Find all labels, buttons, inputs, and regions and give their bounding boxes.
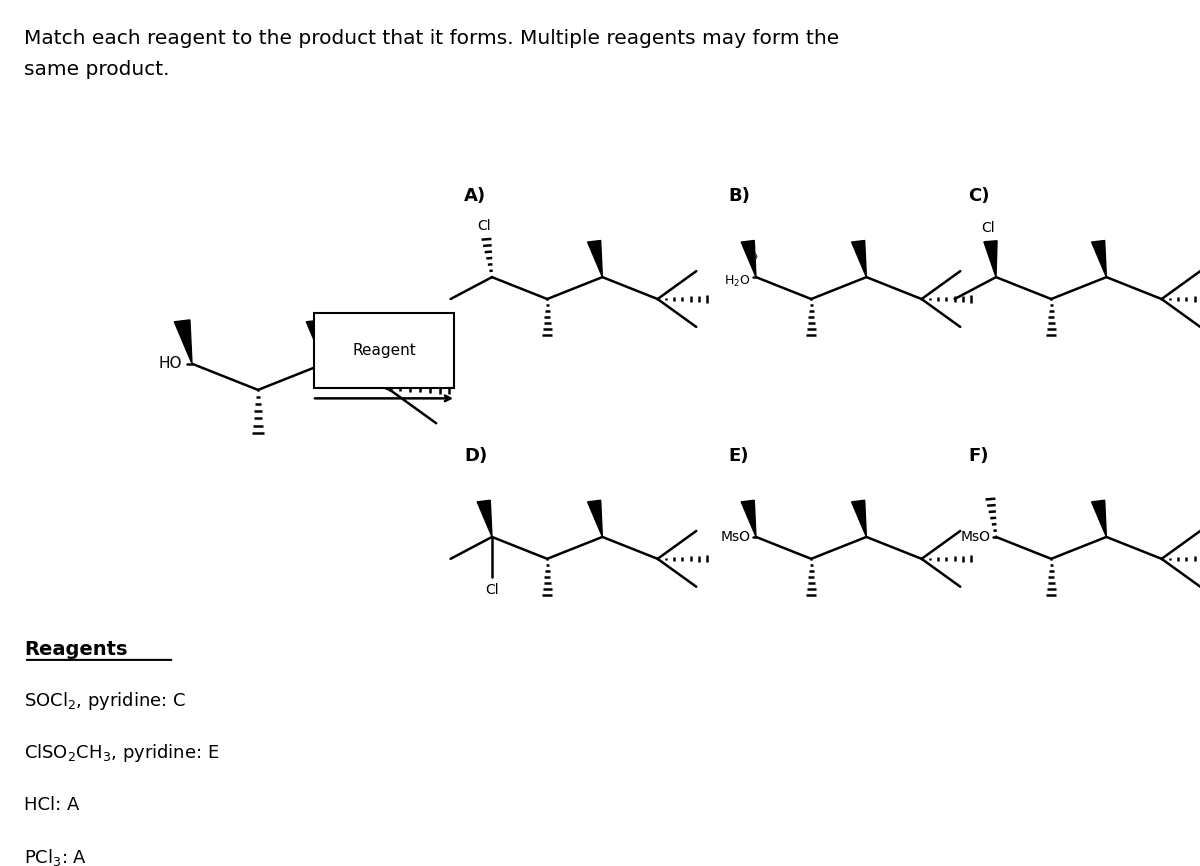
Polygon shape [984,241,997,277]
Text: Cl: Cl [980,222,995,236]
Text: same product.: same product. [24,60,169,79]
Text: SOCl$_2$, pyridine: C: SOCl$_2$, pyridine: C [24,690,186,713]
Text: Cl: Cl [485,583,499,597]
Polygon shape [588,241,602,277]
Text: $\mathregular{H_2O}$: $\mathregular{H_2O}$ [724,274,750,288]
Polygon shape [742,501,756,537]
Polygon shape [1092,241,1106,277]
Text: MsO: MsO [720,530,750,544]
Text: A): A) [464,187,486,205]
Polygon shape [1092,501,1106,537]
Polygon shape [174,320,192,364]
Text: Reagents: Reagents [24,640,127,659]
Text: ⊕: ⊕ [749,252,758,262]
Polygon shape [852,241,866,277]
Text: HCl: A: HCl: A [24,797,79,814]
FancyBboxPatch shape [314,313,454,388]
Text: Match each reagent to the product that it forms. Multiple reagents may form the: Match each reagent to the product that i… [24,29,839,48]
Polygon shape [588,501,602,537]
Text: D): D) [464,447,487,465]
Text: B): B) [728,187,750,205]
Polygon shape [852,501,866,537]
Text: E): E) [728,447,749,465]
Text: HO: HO [158,356,182,372]
Text: ClSO$_2$CH$_3$, pyridine: E: ClSO$_2$CH$_3$, pyridine: E [24,742,220,765]
Text: MsO: MsO [960,530,990,544]
Text: Reagent: Reagent [352,343,416,359]
Text: Cl: Cl [476,219,491,233]
Polygon shape [478,501,492,537]
Text: C): C) [968,187,990,205]
Polygon shape [742,241,756,277]
Polygon shape [306,320,324,364]
Text: PCl$_3$: A: PCl$_3$: A [24,847,88,866]
Text: F): F) [968,447,989,465]
